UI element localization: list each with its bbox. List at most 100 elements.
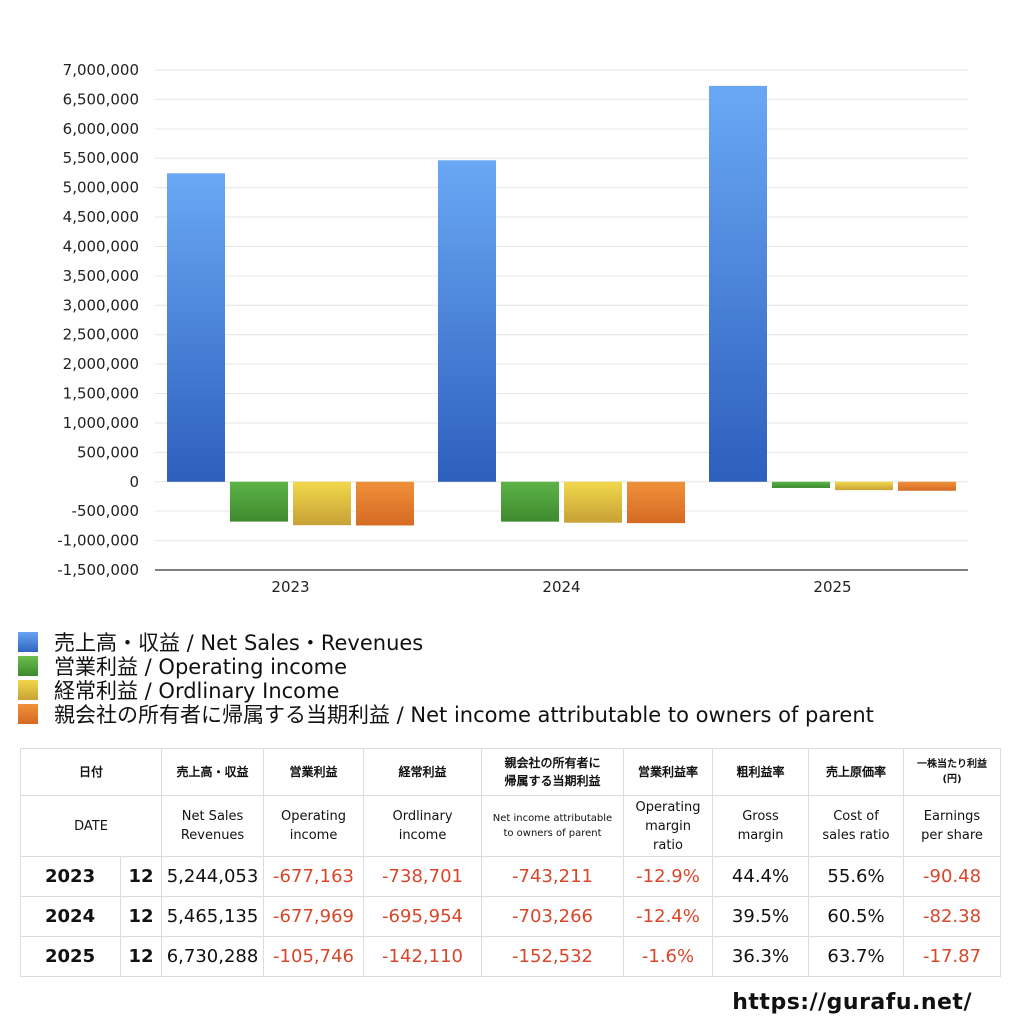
y-tick-label: 4,000,000 (63, 237, 139, 255)
bar-2023-series-2 (293, 481, 351, 526)
operating-cell: -677,163 (263, 856, 365, 897)
bar-2024-series-1 (501, 481, 559, 522)
header-operating-en: Operating income (263, 795, 365, 857)
x-tick-label: 2023 (271, 578, 309, 596)
eps-cell: -17.87 (903, 936, 1002, 977)
legend-swatch-operating (18, 656, 38, 676)
legend-item-ordinary: 経常利益 / Ordlinary Income (18, 678, 1018, 703)
sales-cell: 6,730,288 (161, 936, 265, 977)
chart-area: 7,000,000 6,500,000 6,000,000 5,500,000 5,00… (57, 61, 968, 596)
net-cell: -703,266 (481, 896, 625, 937)
bar-2025-series-1 (772, 481, 830, 488)
y-tick-label: 2,000,000 (63, 355, 139, 373)
table-row: 2023 12 5,244,053 -677,163 -738,701 -743… (20, 856, 1002, 897)
ordinary-cell: -695,954 (363, 896, 483, 937)
header-operating-jp: 営業利益 (263, 748, 365, 796)
legend-swatch-ordinary (18, 680, 38, 700)
y-tick-label: -500,000 (72, 502, 139, 520)
month-cell: 12 (119, 936, 163, 977)
bar-chart: 7,000,000 6,500,000 6,000,000 5,500,000 5,00… (57, 61, 968, 596)
cost-ratio-cell: 60.5% (808, 896, 905, 937)
header-sales-en: Net Sales Revenues (161, 795, 265, 857)
header-op-margin-jp: 営業利益率 (623, 748, 714, 796)
y-tick-label: 500,000 (77, 443, 139, 461)
header-cost-jp: 売上原価率 (808, 748, 905, 796)
legend-item-operating: 営業利益 / Operating income (18, 654, 1018, 679)
bar-2023-series-1 (230, 481, 288, 522)
bar-2024-series-0 (438, 160, 496, 482)
eps-cell: -90.48 (903, 856, 1002, 897)
cost-ratio-cell: 63.7% (808, 936, 905, 977)
ordinary-cell: -738,701 (363, 856, 483, 897)
operating-cell: -105,746 (263, 936, 365, 977)
header-row-en: DATE Net Sales Revenues Operating income… (19, 795, 1002, 857)
y-tick-label: 7,000,000 (63, 61, 139, 79)
y-tick-label: 6,500,000 (63, 90, 139, 108)
op-margin-cell: -1.6% (623, 936, 714, 977)
y-tick-label: 4,500,000 (63, 208, 139, 226)
gross-margin-cell: 36.3% (712, 936, 810, 977)
legend-label-ordinary: 経常利益 / Ordlinary Income (54, 679, 340, 703)
y-tick-label: -1,000,000 (57, 532, 139, 550)
financial-table: 日付 売上高・収益 営業利益 経常利益 親会社の所有者に 帰属する当期利益 営業… (19, 748, 1002, 977)
header-ordinary-en: Ordlinary income (363, 795, 483, 857)
bar-2025-series-0 (709, 85, 767, 482)
year-cell: 2025 (20, 936, 121, 977)
y-tick-label: 5,500,000 (63, 149, 139, 167)
legend-swatch-net (18, 704, 38, 724)
bar-2025-series-2 (835, 481, 893, 491)
y-tick-label: 0 (129, 473, 139, 491)
bars (167, 85, 956, 526)
header-op-margin-en: Operating margin ratio (623, 795, 714, 857)
eps-cell: -82.38 (903, 896, 1002, 937)
legend-swatch-sales (18, 632, 38, 652)
header-cost-en: Cost of sales ratio (808, 795, 905, 857)
op-margin-cell: -12.9% (623, 856, 714, 897)
site-url[interactable]: https://gurafu.net/ (732, 990, 972, 1015)
bar-2025-series-3 (898, 481, 956, 491)
x-tick-label: 2025 (813, 578, 851, 596)
op-margin-cell: -12.4% (623, 896, 714, 937)
legend: 売上高・収益 / Net Sales・Revenues 営業利益 / Opera… (18, 630, 1018, 727)
bar-2023-series-3 (356, 481, 414, 526)
sales-cell: 5,244,053 (161, 856, 265, 897)
header-gross-jp: 粗利益率 (712, 748, 810, 796)
table-row: 2025 12 6,730,288 -105,746 -142,110 -152… (20, 936, 1002, 977)
y-tick-label: 3,500,000 (63, 267, 139, 285)
year-cell: 2023 (20, 856, 121, 897)
legend-item-sales: 売上高・収益 / Net Sales・Revenues (18, 630, 1018, 655)
y-tick-label: 1,500,000 (63, 385, 139, 403)
y-tick-label: -1,500,000 (57, 561, 139, 579)
y-tick-label: 2,500,000 (63, 326, 139, 344)
gross-margin-cell: 39.5% (712, 896, 810, 937)
operating-cell: -677,969 (263, 896, 365, 937)
legend-label-net: 親会社の所有者に帰属する当期利益 / Net income attributab… (54, 703, 874, 727)
axes: 7,000,000 6,500,000 6,000,000 5,500,000 5,00… (57, 61, 968, 596)
ordinary-cell: -142,110 (363, 936, 483, 977)
y-tick-label: 5,000,000 (63, 179, 139, 197)
table-row: 2024 12 5,465,135 -677,969 -695,954 -703… (20, 896, 1002, 937)
y-tick-label: 1,000,000 (63, 414, 139, 432)
month-cell: 12 (119, 896, 163, 937)
header-gross-en: Gross margin (712, 795, 810, 857)
header-sales-jp: 売上高・収益 (161, 748, 265, 796)
x-tick-label: 2024 (542, 578, 580, 596)
bar-2024-series-3 (627, 481, 685, 524)
bar-2024-series-2 (564, 481, 622, 523)
header-eps-en: Earnings per share (903, 795, 1002, 857)
net-cell: -743,211 (481, 856, 625, 897)
year-cell: 2024 (20, 896, 121, 937)
month-cell: 12 (119, 856, 163, 897)
legend-item-net: 親会社の所有者に帰属する当期利益 / Net income attributab… (18, 702, 1018, 727)
net-cell: -152,532 (481, 936, 625, 977)
cost-ratio-cell: 55.6% (808, 856, 905, 897)
sales-cell: 5,465,135 (161, 896, 265, 937)
header-eps-jp: 一株当たり利益 (円) (903, 748, 1002, 796)
y-tick-label: 3,000,000 (63, 296, 139, 314)
header-net-jp: 親会社の所有者に 帰属する当期利益 (481, 748, 625, 796)
header-date-en: DATE (19, 795, 163, 857)
bar-2023-series-0 (167, 173, 225, 482)
gross-margin-cell: 44.4% (712, 856, 810, 897)
header-net-en: Net income attributable to owners of par… (481, 795, 625, 857)
legend-label-sales: 売上高・収益 / Net Sales・Revenues (54, 631, 424, 655)
